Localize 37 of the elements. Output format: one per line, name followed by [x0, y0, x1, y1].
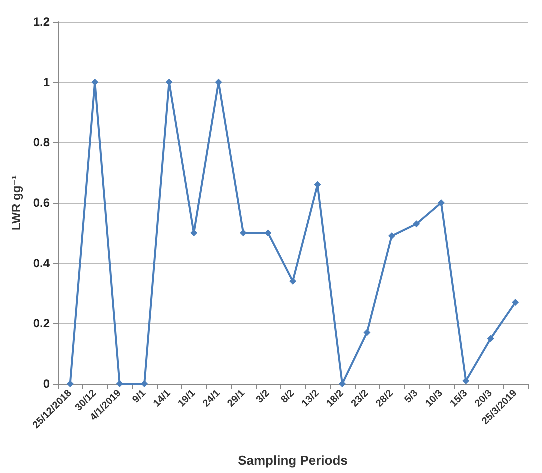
x-axis-title: Sampling Periods [238, 453, 348, 468]
point [413, 220, 420, 228]
point [240, 230, 248, 237]
point [264, 230, 272, 237]
x-tick-label: 18/2 [324, 388, 347, 410]
y-tick-label: 1 [43, 75, 50, 90]
x-tick-label: 5/3 [402, 388, 421, 406]
point [66, 380, 74, 388]
point [215, 78, 222, 86]
point [190, 230, 198, 237]
point [512, 299, 520, 306]
x-tick-label: 3/2 [254, 388, 272, 406]
x-tick-label: 8/2 [279, 388, 298, 406]
x-tick-label: 10/3 [424, 388, 446, 410]
point [338, 380, 346, 388]
y-tick-label: 0.6 [33, 196, 50, 210]
x-tick-label: 13/2 [300, 388, 322, 410]
point [438, 200, 445, 206]
x-tick-label: 19/1 [176, 388, 198, 410]
y-tick-label: 1.2 [33, 15, 50, 29]
point [487, 335, 494, 342]
x-tick-label: 15/3 [448, 388, 470, 410]
point [364, 329, 371, 336]
x-tick-label: 14/1 [152, 388, 174, 410]
y-tick-label: 0.8 [33, 136, 50, 150]
x-tick-label: 9/1 [130, 388, 149, 406]
y-tick-label: 0.2 [33, 316, 50, 331]
y-tick-label: 0 [43, 377, 50, 391]
x-tick-label: 23/2 [350, 388, 372, 410]
y-tick-label: 0.4 [33, 256, 50, 270]
point [92, 78, 99, 86]
point [166, 78, 173, 86]
y-axis-title: LWR gg⁻¹ [9, 176, 24, 230]
point [388, 232, 396, 240]
point [290, 278, 296, 285]
point [116, 380, 124, 388]
point [141, 380, 148, 388]
